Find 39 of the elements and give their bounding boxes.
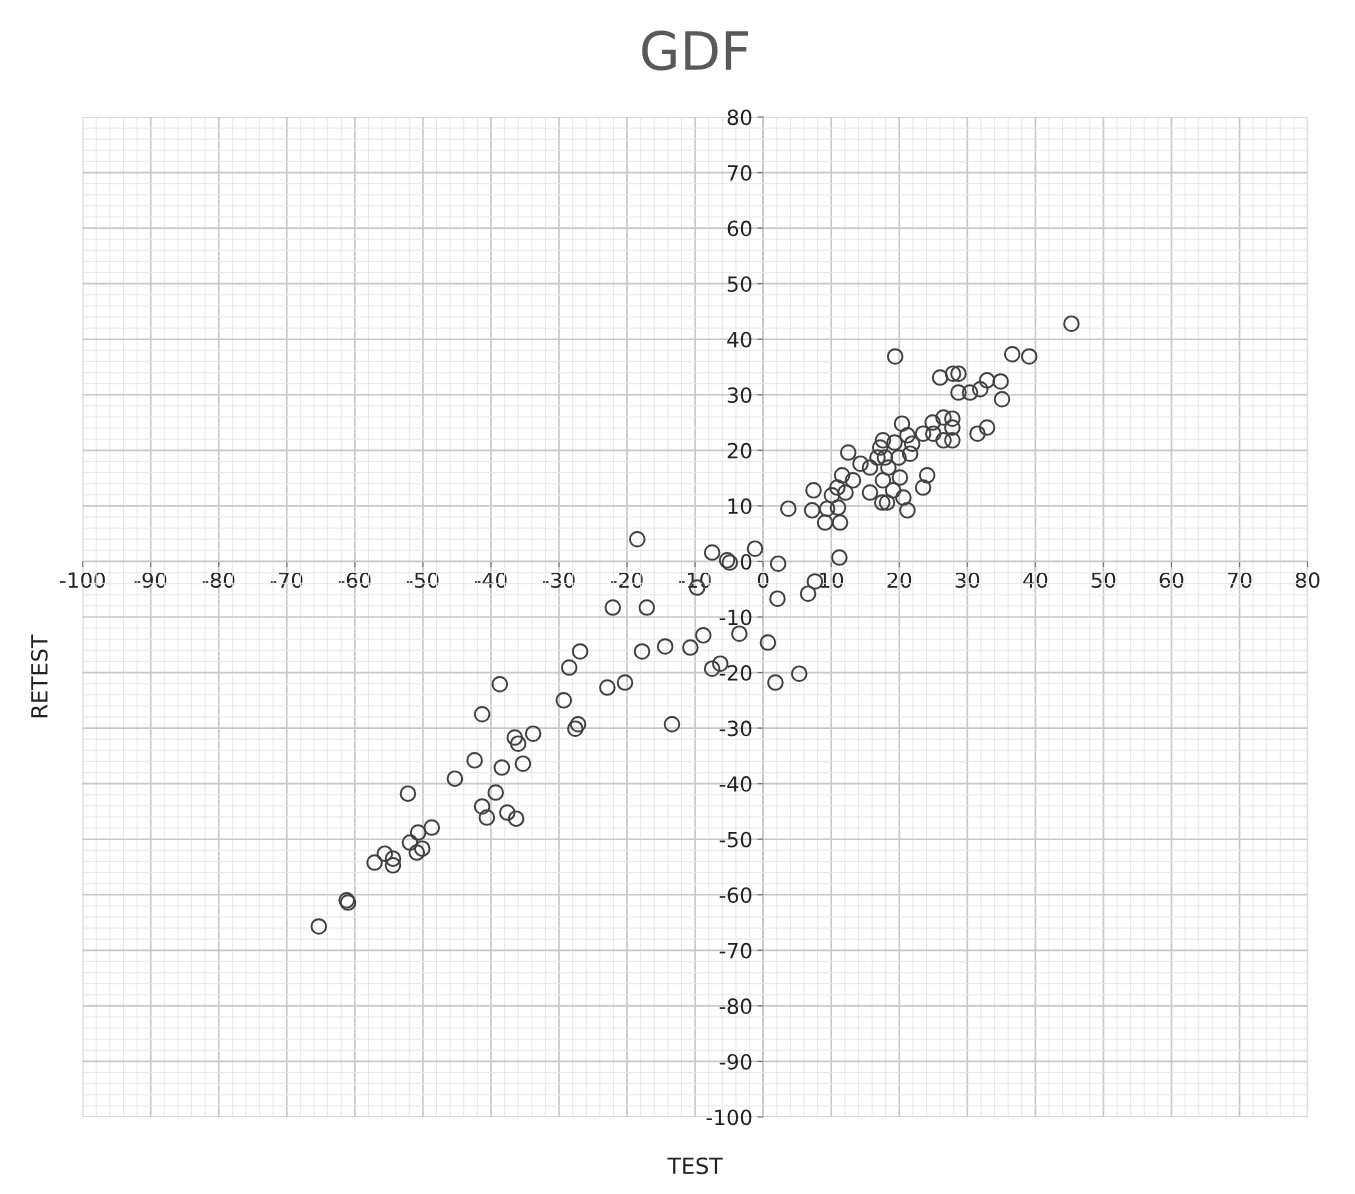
x-tick-label: -100 <box>60 572 105 588</box>
y-tick-label: -50 <box>719 831 752 848</box>
x-tick-label: -60 <box>338 572 371 588</box>
y-tick-label: 50 <box>727 276 752 292</box>
x-tick-label: -80 <box>202 572 235 588</box>
y-tick-label: 70 <box>727 165 752 181</box>
y-tick-label: 10 <box>728 498 752 515</box>
x-tick-label: -40 <box>474 572 507 588</box>
x-tick-label: -90 <box>134 572 167 588</box>
y-tick-label: 40 <box>727 331 752 348</box>
y-tick-label: 0 <box>740 553 752 570</box>
x-tick-label: 0 <box>757 572 769 588</box>
chart-title: GDF <box>642 30 748 71</box>
y-tick-label: -40 <box>719 776 752 792</box>
y-tick-label: -70 <box>719 942 752 959</box>
x-tick-label: -70 <box>270 572 303 588</box>
y-tick-label: -20 <box>719 665 752 681</box>
x-tick-label: 40 <box>1023 572 1048 588</box>
x-tick-label: 70 <box>1227 572 1252 588</box>
y-tick-label: -30 <box>719 720 752 737</box>
x-tick-label: -50 <box>406 572 439 588</box>
x-tick-label: 80 <box>1295 572 1320 588</box>
y-axis-title: RETEST <box>30 634 48 718</box>
y-tick-label: -80 <box>719 998 752 1015</box>
y-tick-label: 30 <box>727 387 752 403</box>
x-tick-label: 30 <box>955 572 980 588</box>
y-tick-label: -100 <box>706 1109 752 1126</box>
y-tick-label: 60 <box>727 220 752 237</box>
x-tick-label: 20 <box>887 572 912 588</box>
y-tick-label: 20 <box>727 442 752 459</box>
y-tick-label: -60 <box>719 887 752 903</box>
x-tick-label: -20 <box>611 572 643 588</box>
y-tick-label: 80 <box>727 109 752 126</box>
x-tick-label: 60 <box>1159 572 1184 588</box>
x-tick-label: 50 <box>1091 572 1116 588</box>
x-tick-label: -30 <box>543 572 575 588</box>
x-axis-title: TEST <box>667 1157 723 1175</box>
y-tick-label: -90 <box>719 1053 752 1070</box>
y-tick-label: -10 <box>719 609 752 626</box>
